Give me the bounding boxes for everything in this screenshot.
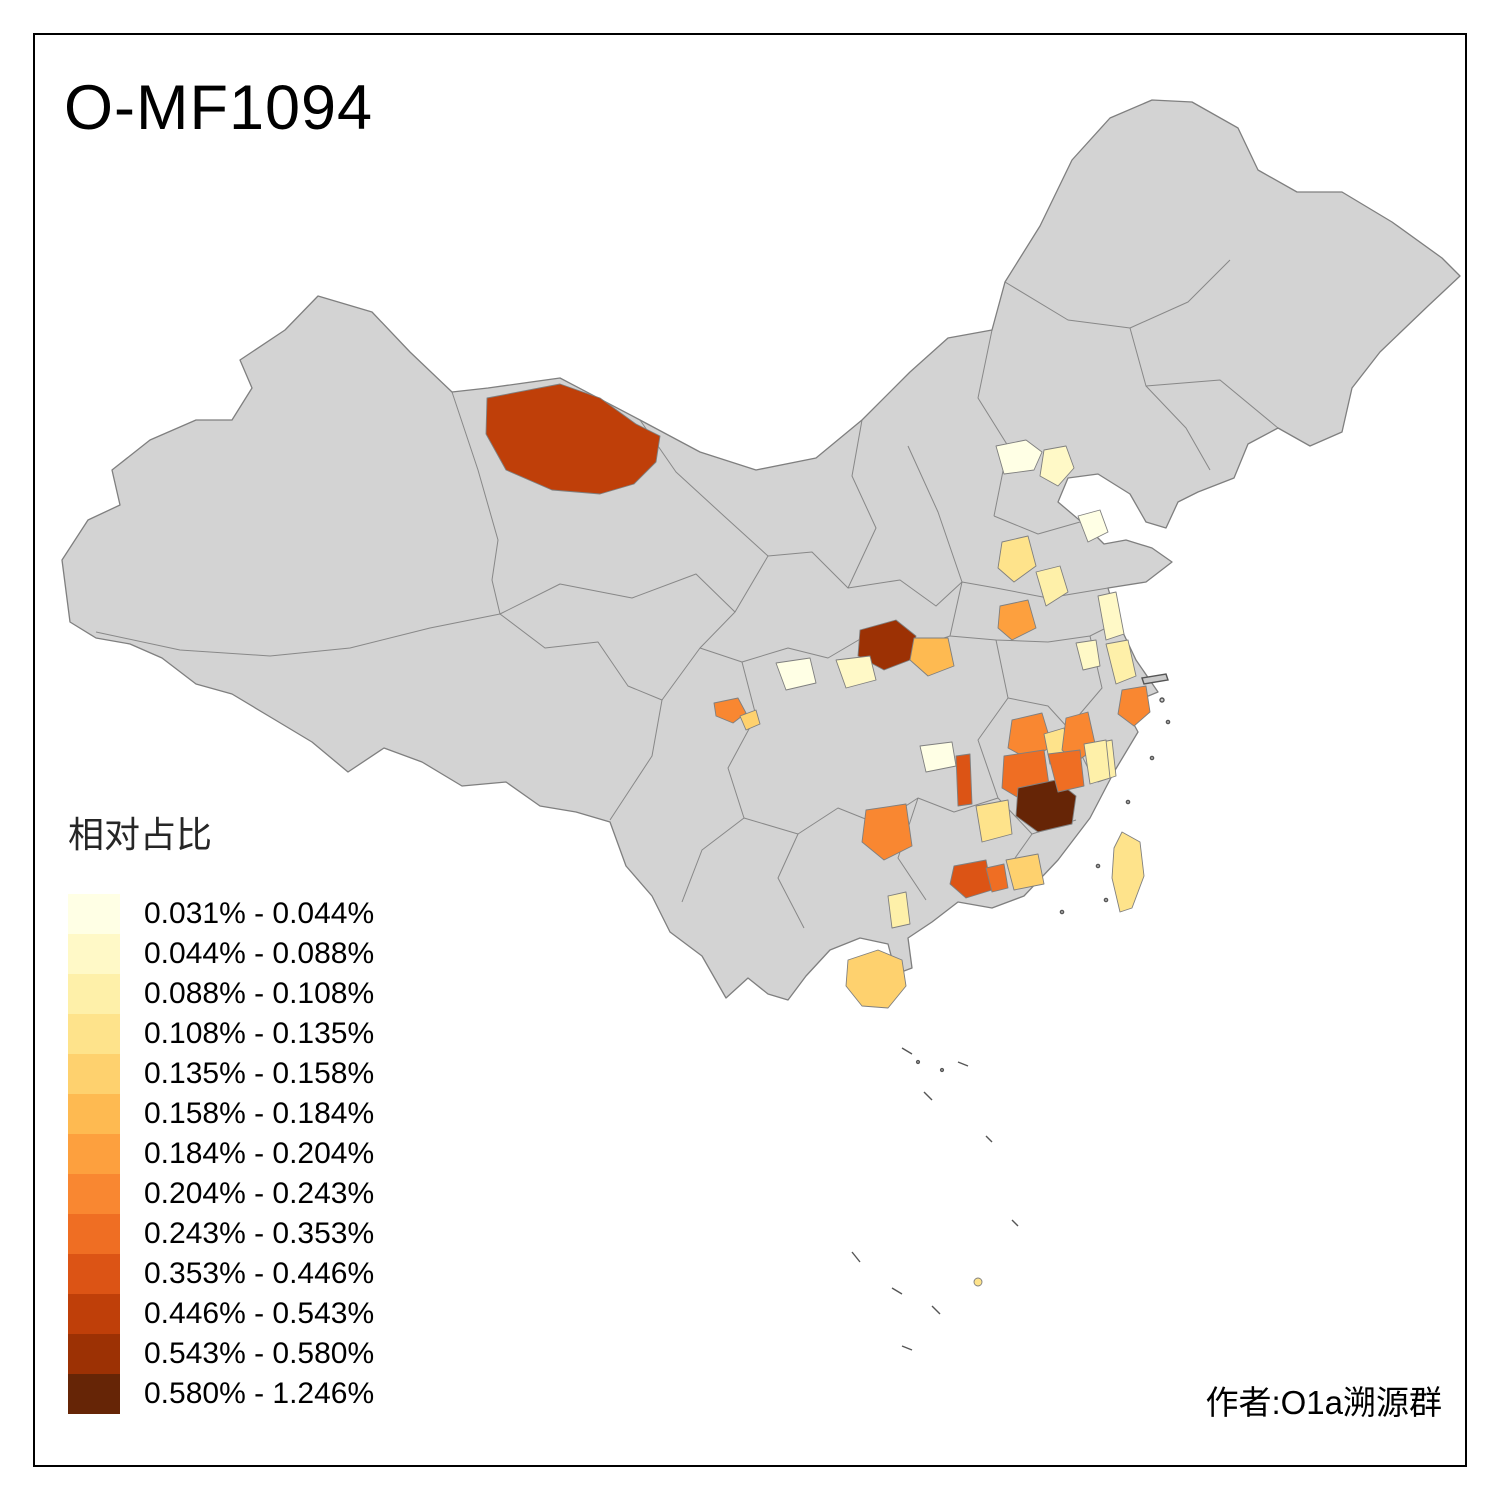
legend-item: 0.044% - 0.088% (68, 934, 374, 974)
legend-swatch (68, 1334, 120, 1374)
legend-item: 0.031% - 0.044% (68, 894, 374, 934)
legend-label: 0.204% - 0.243% (144, 1177, 375, 1210)
legend-item: 0.446% - 0.543% (68, 1294, 374, 1334)
legend-label: 0.158% - 0.184% (144, 1097, 375, 1130)
region-hainan-island (845, 949, 907, 1009)
legend-swatch (68, 894, 120, 934)
region-beijing-west (995, 439, 1043, 475)
author-credit: 作者:O1a溯源群 (1205, 1384, 1442, 1421)
region-hebei-south (1035, 565, 1069, 607)
legend-swatch (68, 1214, 120, 1254)
region-pearl-east (985, 863, 1009, 893)
legend-swatch (68, 1374, 120, 1414)
region-shanxi (997, 535, 1037, 583)
legend-title: 相对占比 (68, 814, 213, 855)
legend-label: 0.353% - 0.446% (144, 1257, 375, 1290)
region-alxa (485, 383, 661, 495)
legend-swatch (68, 974, 120, 1014)
region-pratas-islet (973, 1277, 983, 1287)
legend-item: 0.243% - 0.353% (68, 1214, 374, 1254)
legend-swatch (68, 1094, 120, 1134)
region-hubei-hunan-strip (955, 753, 973, 807)
legend-label: 0.108% - 0.135% (144, 1017, 375, 1050)
legend-swatch (68, 1054, 120, 1094)
region-pearl-delta (949, 859, 993, 899)
legend-swatch (68, 1254, 120, 1294)
legend-label: 0.044% - 0.088% (144, 937, 375, 970)
region-sichuan-1 (713, 697, 747, 724)
region-zhangjiajie (919, 741, 957, 773)
region-beihai (887, 891, 911, 929)
map-title: O-MF1094 (64, 73, 374, 143)
legend-swatch (68, 1174, 120, 1214)
region-jiangsu-middle (1105, 639, 1137, 685)
legend: 相对占比 0.031% - 0.044% 0.044% - 0.088% 0.088… (68, 806, 374, 1414)
region-sichuan-2 (739, 709, 761, 731)
legend-item: 0.184% - 0.204% (68, 1134, 374, 1174)
region-hanzhong (835, 655, 877, 689)
region-taiwan-island (1111, 831, 1145, 913)
region-beijing-east (1039, 445, 1075, 487)
legend-items: 0.031% - 0.044% 0.044% - 0.088% 0.088% - 0… (68, 894, 374, 1414)
region-anhui-north (1075, 639, 1101, 671)
legend-item: 0.088% - 0.108% (68, 974, 374, 1014)
map-regions (485, 383, 1151, 1287)
legend-item: 0.135% - 0.158% (68, 1054, 374, 1094)
region-xiangyang (909, 637, 955, 677)
legend-label: 0.580% - 1.246% (144, 1377, 375, 1410)
region-jiangxi-east (1047, 749, 1085, 793)
legend-item: 0.353% - 0.446% (68, 1254, 374, 1294)
region-jiangsu-north (1097, 591, 1125, 641)
legend-label: 0.543% - 0.580% (144, 1337, 375, 1370)
legend-item: 0.580% - 1.246% (68, 1374, 374, 1414)
legend-item: 0.108% - 0.135% (68, 1014, 374, 1054)
legend-swatch (68, 1134, 120, 1174)
region-longnan (775, 657, 817, 691)
region-hunan-center (861, 803, 913, 861)
region-guangxi-east (975, 799, 1013, 843)
legend-item: 0.543% - 0.580% (68, 1334, 374, 1374)
legend-label: 0.184% - 0.204% (144, 1137, 375, 1170)
region-guangdong-east (1005, 853, 1045, 891)
region-shanghai (1117, 685, 1151, 727)
legend-swatch (68, 1294, 120, 1334)
legend-label: 0.135% - 0.158% (144, 1057, 375, 1090)
legend-swatch (68, 1014, 120, 1054)
region-henan-north (997, 599, 1037, 641)
region-bohai-coast (1077, 509, 1109, 543)
region-jiangxi-northeast (1083, 739, 1111, 785)
legend-item: 0.158% - 0.184% (68, 1094, 374, 1134)
legend-label: 0.088% - 0.108% (144, 977, 375, 1010)
small-islands (851, 673, 1171, 1351)
legend-item: 0.204% - 0.243% (68, 1174, 374, 1214)
legend-label: 0.243% - 0.353% (144, 1217, 375, 1250)
legend-label: 0.031% - 0.044% (144, 897, 375, 930)
legend-swatch (68, 934, 120, 974)
legend-label: 0.446% - 0.543% (144, 1297, 375, 1330)
